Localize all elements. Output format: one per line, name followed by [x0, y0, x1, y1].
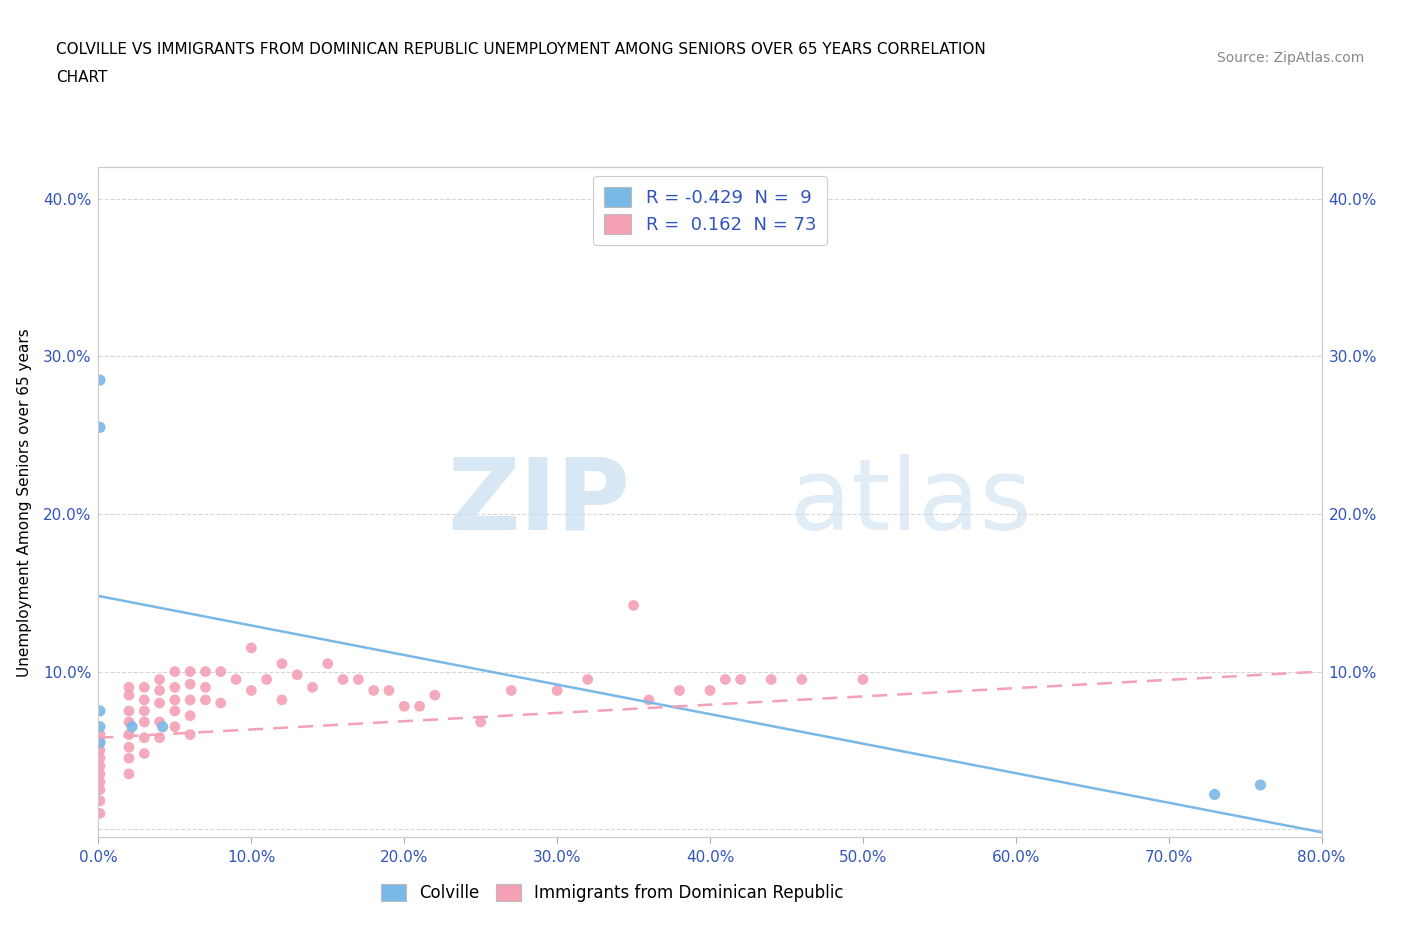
Point: [149, 672, 172, 687]
Point: [240, 683, 263, 698]
Point: [576, 672, 599, 687]
Legend: Colville, Immigrants from Dominican Republic: Colville, Immigrants from Dominican Repu…: [374, 878, 851, 909]
Point: [714, 672, 737, 687]
Point: [89, 743, 111, 758]
Point: [699, 683, 721, 698]
Point: [149, 696, 172, 711]
Point: [194, 693, 217, 708]
Point: [149, 714, 172, 729]
Point: [149, 683, 172, 698]
Text: atlas: atlas: [790, 454, 1031, 551]
Point: [163, 693, 186, 708]
Point: [149, 730, 172, 745]
Point: [179, 677, 201, 692]
Point: [363, 683, 385, 698]
Point: [1204, 787, 1226, 802]
Point: [194, 680, 217, 695]
Point: [546, 683, 568, 698]
Point: [470, 714, 492, 729]
Point: [89, 775, 111, 790]
Point: [668, 683, 690, 698]
Point: [316, 657, 339, 671]
Point: [209, 696, 232, 711]
Point: [134, 693, 156, 708]
Text: COLVILLE VS IMMIGRANTS FROM DOMINICAN REPUBLIC UNEMPLOYMENT AMONG SENIORS OVER 6: COLVILLE VS IMMIGRANTS FROM DOMINICAN RE…: [56, 42, 986, 57]
Point: [134, 746, 156, 761]
Point: [623, 598, 645, 613]
Point: [392, 698, 416, 713]
Point: [637, 693, 661, 708]
Point: [118, 766, 141, 781]
Point: [347, 672, 370, 687]
Point: [225, 672, 247, 687]
Point: [194, 664, 217, 679]
Point: [89, 735, 111, 750]
Point: [89, 373, 111, 388]
Point: [121, 719, 143, 734]
Point: [332, 672, 354, 687]
Point: [179, 709, 201, 724]
Point: [89, 793, 111, 808]
Point: [89, 703, 111, 718]
Point: [89, 751, 111, 765]
Point: [89, 420, 111, 435]
Point: [118, 727, 141, 742]
Point: [1249, 777, 1271, 792]
Point: [89, 782, 111, 797]
Point: [118, 688, 141, 703]
Point: [89, 759, 111, 774]
Point: [118, 751, 141, 765]
Point: [134, 730, 156, 745]
Point: [89, 727, 111, 742]
Point: [209, 664, 232, 679]
Point: [378, 683, 401, 698]
Point: [163, 664, 186, 679]
Point: [408, 698, 430, 713]
Point: [240, 641, 263, 656]
Point: [730, 672, 752, 687]
Point: [270, 693, 292, 708]
Point: [134, 714, 156, 729]
Point: [179, 664, 201, 679]
Point: [423, 688, 446, 703]
Text: Source: ZipAtlas.com: Source: ZipAtlas.com: [1216, 51, 1364, 65]
Point: [118, 680, 141, 695]
Point: [134, 680, 156, 695]
Point: [163, 703, 186, 718]
Point: [759, 672, 782, 687]
Y-axis label: Unemployment Among Seniors over 65 years: Unemployment Among Seniors over 65 years: [17, 328, 32, 677]
Point: [256, 672, 278, 687]
Point: [152, 719, 174, 734]
Point: [118, 703, 141, 718]
Point: [118, 714, 141, 729]
Point: [89, 806, 111, 821]
Point: [89, 719, 111, 734]
Point: [270, 657, 292, 671]
Point: [179, 693, 201, 708]
Point: [118, 739, 141, 754]
Point: [501, 683, 523, 698]
Point: [790, 672, 813, 687]
Point: [852, 672, 875, 687]
Point: [163, 680, 186, 695]
Point: [89, 766, 111, 781]
Text: CHART: CHART: [56, 70, 108, 85]
Point: [301, 680, 323, 695]
Point: [179, 727, 201, 742]
Text: ZIP: ZIP: [447, 454, 630, 551]
Point: [89, 735, 111, 750]
Point: [163, 719, 186, 734]
Point: [285, 668, 308, 683]
Point: [134, 703, 156, 718]
